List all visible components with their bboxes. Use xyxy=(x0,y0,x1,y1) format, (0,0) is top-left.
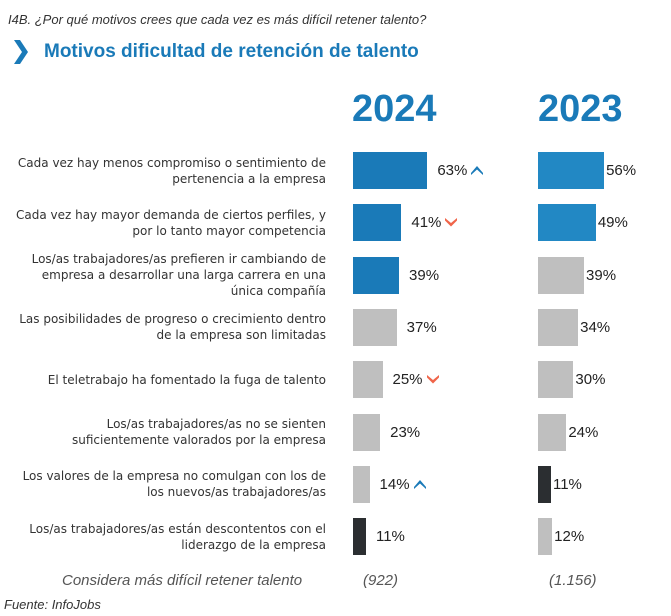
category-label: Cada vez hay menos compromiso o sentimie… xyxy=(6,155,326,187)
category-label: Cada vez hay mayor demanda de ciertos pe… xyxy=(6,207,326,239)
category-label-line: pertenencia a la empresa xyxy=(172,171,326,186)
bar-2024 xyxy=(353,256,400,294)
bar-2024 xyxy=(353,204,402,242)
value-label-2024: 41% xyxy=(411,214,442,232)
bar-2023 xyxy=(538,465,551,503)
year-2024-header: 2024 xyxy=(352,88,437,130)
bar-2023 xyxy=(538,413,567,451)
bar-2024 xyxy=(353,413,381,451)
category-label-line: Los valores de la empresa no comulgan co… xyxy=(22,469,326,484)
value-label-2023: 56% xyxy=(606,162,637,179)
category-label-line: Los/as trabajadores/as prefieren ir camb… xyxy=(31,252,326,267)
trend-up-icon xyxy=(413,479,426,489)
bar-2024 xyxy=(353,465,370,503)
category-label-line: empresa a desarrollar una larga carrera … xyxy=(41,268,326,283)
category-label-line: por lo tanto mayor competencia xyxy=(132,223,326,238)
year-2023-header: 2023 xyxy=(538,88,623,130)
trend-down-icon xyxy=(426,375,439,384)
question-text: I4B. ¿Por qué motivos crees que cada vez… xyxy=(8,12,427,27)
category-label-line: Cada vez hay mayor demanda de ciertos pe… xyxy=(15,207,326,222)
value-label-2023: 12% xyxy=(554,528,585,546)
trend-up-icon xyxy=(471,166,484,175)
bar-2024 xyxy=(353,361,383,399)
value-label-2023: 30% xyxy=(575,371,606,389)
category-label-line: suficientemente valorados por la empresa xyxy=(71,433,326,447)
category-label-line: Los/as trabajadores/as no se sienten xyxy=(106,417,326,431)
title-row: Motivos dificultad de retención de talen… xyxy=(14,38,419,66)
value-label-2024: 37% xyxy=(406,318,437,336)
bar-2023 xyxy=(538,256,585,294)
category-label-line: única compañía xyxy=(230,284,326,299)
category-label-line: Los/as trabajadores/as están descontento… xyxy=(29,521,326,536)
value-label-2023: 49% xyxy=(597,214,628,232)
category-label-line: Las posibilidades de progreso o crecimie… xyxy=(19,312,326,327)
bar-2023 xyxy=(538,152,605,189)
bar-2023 xyxy=(538,518,553,556)
bar-2024 xyxy=(353,152,428,189)
base-label: Considera más difícil retener talento xyxy=(62,572,303,589)
bar-2023 xyxy=(538,308,579,346)
category-label: Los/as trabajadores/as no se sienten sufi… xyxy=(6,416,326,448)
source-text: Fuente: InfoJobs xyxy=(4,597,101,612)
trend-down-icon xyxy=(445,218,458,227)
category-label: Los/as trabajadores/as están descontento… xyxy=(6,521,326,553)
base-n-2023: (1.156) xyxy=(549,572,597,589)
value-label-2024: 63% xyxy=(437,162,468,179)
category-label-line: liderazgo de la empresa xyxy=(181,537,326,552)
value-label-2024: 14% xyxy=(379,475,410,493)
base-n-2024: (922) xyxy=(363,572,399,589)
category-label-line: El teletrabajo ha fomentado la fuga de t… xyxy=(47,372,326,387)
category-label: Los/as trabajadores/as prefieren ir camb… xyxy=(6,251,326,299)
bar-2024 xyxy=(353,308,397,346)
category-label: Las posibilidades de progreso o crecimie… xyxy=(6,311,326,343)
value-label-2024: 39% xyxy=(409,266,440,284)
bar-2024 xyxy=(353,518,366,556)
category-label: Los valores de la empresa no comulgan co… xyxy=(6,468,326,500)
chevron-right-icon xyxy=(14,40,28,64)
category-label-line: de la empresa son limitadas xyxy=(156,328,326,343)
value-label-2024: 11% xyxy=(375,528,405,546)
chart-title: Motivos dificultad de retención de talen… xyxy=(44,41,419,62)
value-label-2023: 24% xyxy=(568,423,599,441)
value-label-2023: 11% xyxy=(552,475,582,493)
value-label-2023: 34% xyxy=(580,318,611,336)
category-label: El teletrabajo ha fomentado la fuga de t… xyxy=(6,372,326,388)
bar-2023 xyxy=(538,361,574,399)
bar-2023 xyxy=(538,204,596,242)
category-label-line: Cada vez hay menos compromiso o sentimie… xyxy=(17,155,326,170)
category-label-line: los nuevos/as trabajadores/as xyxy=(146,485,326,500)
value-label-2024: 23% xyxy=(390,423,421,441)
value-label-2023: 39% xyxy=(586,266,617,284)
value-label-2024: 25% xyxy=(392,371,423,389)
